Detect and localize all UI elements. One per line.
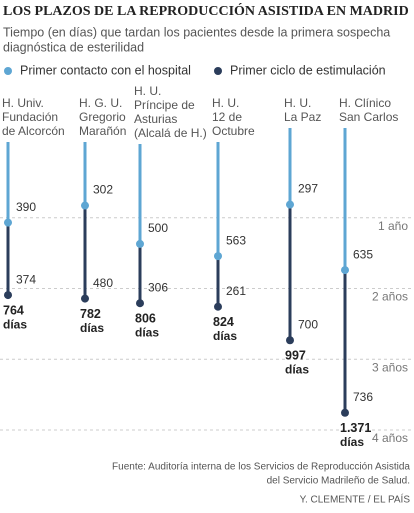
value-label: 302: [93, 183, 113, 197]
category-label: H. U.: [212, 96, 239, 110]
total-unit: días: [213, 329, 237, 343]
total-unit: días: [80, 321, 104, 335]
source: del Servicio Madrileño de Salud.: [267, 476, 410, 487]
legend-marker: [214, 67, 222, 75]
dot-stimulation: [4, 291, 12, 300]
dot-stimulation: [136, 299, 144, 308]
chart-title: LOS PLAZOS DE LA REPRODUCCIÓN ASISTIDA E…: [3, 2, 409, 19]
value-label: 736: [353, 390, 373, 404]
y-tick-label: 3 años: [372, 360, 408, 374]
category-label: La Paz: [284, 110, 321, 124]
category-label: Gregorio: [79, 110, 126, 124]
category-label: San Carlos: [339, 110, 398, 124]
category-label: (Alcalá de H.): [134, 126, 207, 140]
category-label: H. U.: [134, 84, 161, 98]
y-tick-label: 2 años: [372, 290, 408, 304]
category-label: 12 de: [212, 110, 242, 124]
category-label: H. Univ.: [2, 96, 44, 110]
dot-stimulation: [286, 336, 294, 345]
dot-stimulation: [341, 408, 349, 417]
category-label: Príncipe de: [134, 98, 195, 112]
total-unit: días: [340, 435, 364, 449]
category-label: H. G. U.: [79, 96, 122, 110]
dot-first-contact: [214, 252, 222, 261]
dot-first-contact: [4, 218, 12, 227]
subtitle: Tiempo (en días) que tardan los paciente…: [3, 25, 390, 39]
total-label: 764: [3, 303, 24, 317]
dot-stimulation: [81, 294, 89, 303]
total-unit: días: [3, 317, 27, 331]
legend-label: Primer contacto con el hospital: [20, 63, 191, 77]
value-label: 390: [16, 200, 36, 214]
total-unit: días: [135, 325, 159, 339]
value-label: 563: [226, 233, 246, 247]
category-label: Marañón: [79, 124, 126, 138]
value-label: 297: [298, 182, 318, 196]
dot-first-contact: [81, 201, 89, 210]
legend-marker: [4, 67, 12, 75]
value-label: 374: [16, 272, 36, 286]
source: Fuente: Auditoría interna de los Servici…: [112, 462, 410, 473]
total-label: 782: [80, 307, 101, 321]
value-label: 500: [148, 221, 168, 235]
y-tick-label: 4 años: [372, 431, 408, 445]
legend-label: Primer ciclo de estimulación: [230, 63, 386, 77]
category-label: Octubre: [212, 124, 255, 138]
total-label: 997: [285, 349, 306, 363]
total-unit: días: [285, 362, 309, 376]
category-label: de Alcorcón: [2, 124, 65, 138]
value-label: 306: [148, 280, 168, 294]
subtitle: diagnóstica de esterilidad: [3, 40, 144, 54]
y-tick-label: 1 año: [378, 219, 408, 233]
dot-first-contact: [341, 266, 349, 275]
total-label: 1.371: [340, 421, 371, 435]
value-label: 480: [93, 276, 113, 290]
value-label: 700: [298, 317, 318, 331]
dot-first-contact: [136, 239, 144, 248]
category-label: Asturias: [134, 112, 177, 126]
category-label: H. Clínico: [339, 96, 391, 110]
category-label: Fundación: [2, 110, 58, 124]
dot-first-contact: [286, 200, 294, 209]
value-label: 635: [353, 247, 373, 261]
total-label: 806: [135, 312, 156, 326]
category-label: H. U.: [284, 96, 311, 110]
dot-stimulation: [214, 302, 222, 311]
total-label: 824: [213, 315, 234, 329]
credit: Y. CLEMENTE / EL PAÍS: [300, 493, 411, 506]
value-label: 261: [226, 284, 246, 298]
